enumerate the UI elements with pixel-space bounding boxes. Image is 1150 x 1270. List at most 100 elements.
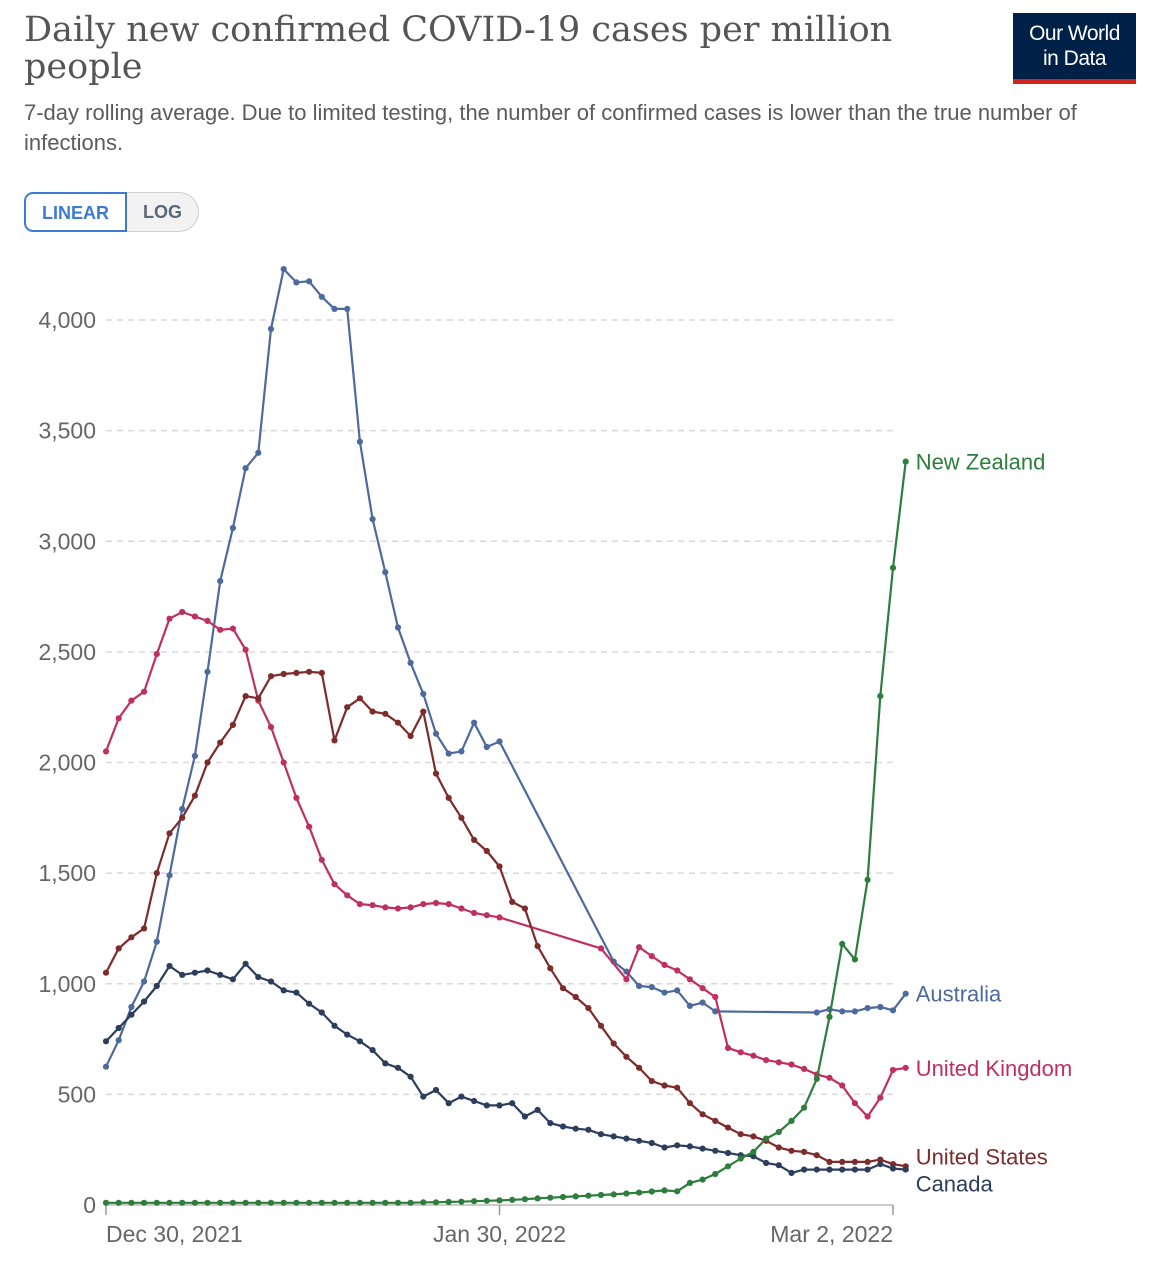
data-point xyxy=(547,965,554,972)
data-point xyxy=(877,1161,884,1168)
data-point xyxy=(128,1003,135,1011)
data-point xyxy=(724,1163,732,1170)
chart-subtitle: 7-day rolling average. Due to limited te… xyxy=(24,100,1077,155)
data-point xyxy=(547,1120,554,1127)
data-point xyxy=(788,1169,795,1176)
owid-logo[interactable]: Our World in Data xyxy=(1013,13,1136,84)
series-label-canada[interactable]: Canada xyxy=(916,1172,994,1197)
data-point xyxy=(344,704,351,711)
data-point xyxy=(661,1082,668,1089)
data-point xyxy=(775,1162,782,1169)
data-point xyxy=(394,1199,402,1206)
data-point xyxy=(750,1148,757,1155)
data-point xyxy=(293,1199,300,1206)
data-point xyxy=(191,1199,198,1206)
data-point xyxy=(661,989,668,996)
chart-title: Daily new confirmed COVID-19 cases per m… xyxy=(24,10,893,87)
data-point xyxy=(179,805,186,813)
data-point xyxy=(115,715,122,722)
data-point xyxy=(153,938,160,945)
series-line-united-kingdom[interactable] xyxy=(104,610,906,1118)
data-point xyxy=(483,1102,490,1109)
data-point xyxy=(445,794,452,802)
data-point xyxy=(483,743,490,751)
data-point xyxy=(166,1199,173,1206)
series-line-australia[interactable] xyxy=(105,268,907,1068)
data-point xyxy=(318,856,325,863)
y-tick-label: 4,000 xyxy=(38,307,96,333)
data-point xyxy=(674,1188,681,1195)
series-label-united-states[interactable]: United States xyxy=(916,1144,1048,1169)
data-point xyxy=(851,1008,859,1015)
data-point xyxy=(889,1007,897,1014)
series-label-united-kingdom[interactable]: United Kingdom xyxy=(916,1056,1073,1081)
data-point xyxy=(788,1117,795,1124)
y-tick-label: 2,500 xyxy=(38,639,96,665)
data-point xyxy=(458,1093,465,1100)
data-point xyxy=(775,1144,782,1151)
data-point xyxy=(826,1166,833,1173)
log-scale-button[interactable]: LOG xyxy=(127,192,199,232)
data-point xyxy=(471,1198,478,1205)
data-point xyxy=(141,1199,148,1206)
data-point xyxy=(699,1145,706,1152)
data-point xyxy=(242,693,249,700)
data-point xyxy=(356,1199,363,1206)
data-point xyxy=(458,814,465,821)
data-point xyxy=(483,912,490,919)
series-line-new-zealand[interactable] xyxy=(106,461,907,1204)
data-point xyxy=(775,1128,782,1136)
data-point xyxy=(597,1131,605,1138)
data-point xyxy=(445,1198,452,1205)
data-point xyxy=(724,1124,732,1131)
data-point xyxy=(445,1100,452,1107)
data-point xyxy=(534,943,541,950)
data-point xyxy=(889,1161,897,1168)
data-point xyxy=(356,695,363,702)
data-point xyxy=(166,962,173,970)
scale-toggle: LINEAR LOG xyxy=(24,192,199,232)
data-point xyxy=(306,668,313,675)
series-line-united-states[interactable] xyxy=(105,670,906,1168)
data-point xyxy=(331,737,338,744)
linear-scale-button[interactable]: LINEAR xyxy=(24,192,127,232)
data-point xyxy=(458,748,465,755)
data-point xyxy=(382,904,389,911)
data-point xyxy=(788,1147,795,1154)
data-point xyxy=(597,1191,605,1199)
data-point xyxy=(674,1084,681,1091)
data-point xyxy=(851,956,859,963)
data-point xyxy=(102,969,110,976)
data-point xyxy=(229,721,236,729)
data-point xyxy=(483,847,490,855)
data-point xyxy=(217,626,224,633)
x-tick-label: Mar 2, 2022 xyxy=(770,1221,893,1247)
data-point xyxy=(331,1199,338,1206)
data-point xyxy=(699,999,706,1006)
data-point xyxy=(280,759,287,766)
data-point xyxy=(242,465,249,472)
data-point xyxy=(661,1187,668,1194)
series-label-new-zealand[interactable]: New Zealand xyxy=(916,450,1046,475)
data-point xyxy=(255,1199,262,1206)
data-point xyxy=(902,1166,909,1173)
data-point xyxy=(420,901,427,908)
data-point xyxy=(128,1011,135,1018)
data-point xyxy=(826,1158,833,1165)
data-point xyxy=(344,305,351,312)
data-point xyxy=(394,624,402,631)
series-label-australia[interactable]: Australia xyxy=(916,982,1002,1007)
data-point xyxy=(585,1005,592,1012)
data-point xyxy=(889,1066,897,1074)
data-point xyxy=(750,1153,757,1160)
data-point xyxy=(293,279,300,286)
axes: 0 500 1,000 1,500 2,000 2,500 3,000 3,500 4,000 D… xyxy=(38,307,894,1247)
series-line-canada[interactable] xyxy=(105,962,906,1174)
data-point xyxy=(331,1022,338,1029)
data-point xyxy=(242,646,249,653)
data-point xyxy=(801,1104,808,1111)
data-point xyxy=(229,625,236,632)
data-point xyxy=(712,993,719,1001)
data-point xyxy=(153,651,160,658)
data-point xyxy=(839,1008,846,1015)
